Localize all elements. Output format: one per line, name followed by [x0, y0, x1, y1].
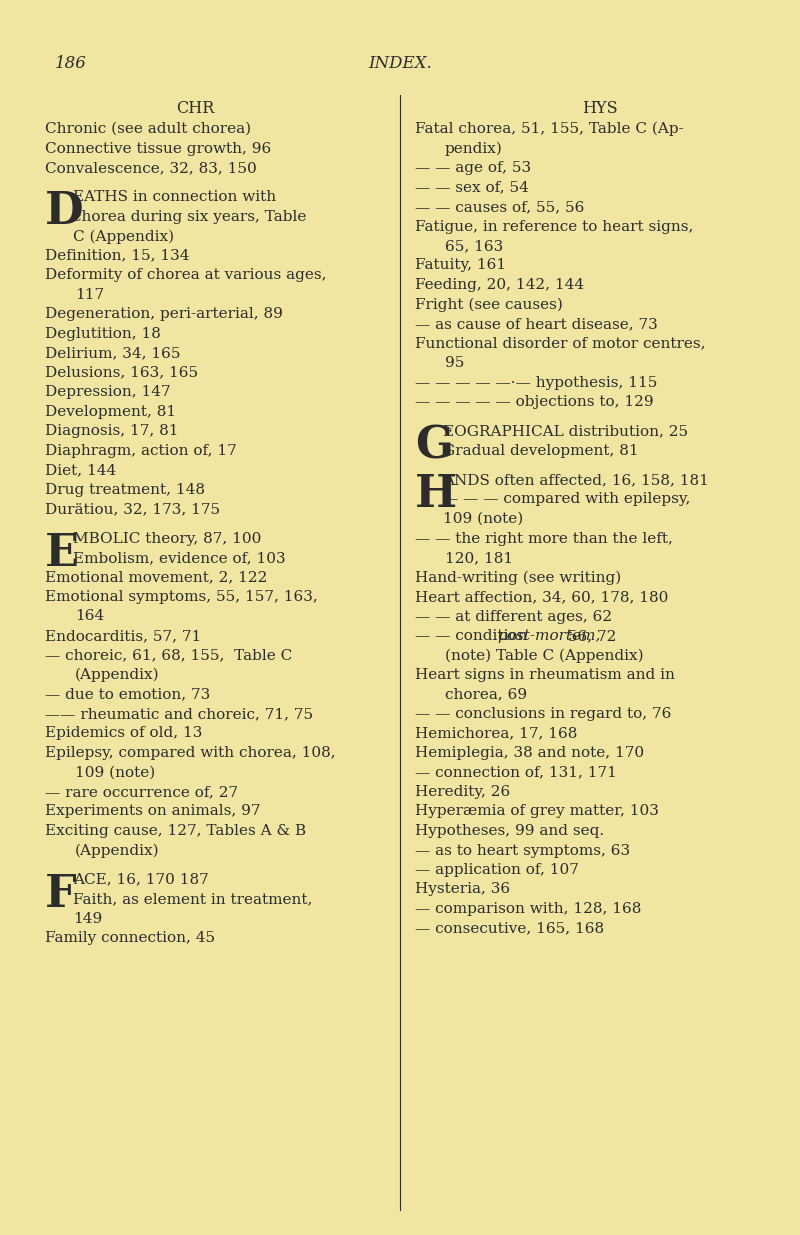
Text: —— rheumatic and choreic, 71, 75: —— rheumatic and choreic, 71, 75: [45, 706, 313, 721]
Text: MBOLIC theory, 87, 100: MBOLIC theory, 87, 100: [73, 531, 262, 546]
Text: — — the right more than the left,: — — the right more than the left,: [415, 531, 673, 546]
Text: — application of, 107: — application of, 107: [415, 863, 579, 877]
Text: Diet, 144: Diet, 144: [45, 463, 116, 477]
Text: Hemiplegia, 38 and note, 170: Hemiplegia, 38 and note, 170: [415, 746, 644, 760]
Text: (Appendix): (Appendix): [75, 844, 160, 858]
Text: Exciting cause, 127, Tables A & B: Exciting cause, 127, Tables A & B: [45, 824, 306, 839]
Text: H: H: [415, 473, 457, 516]
Text: Epidemics of old, 13: Epidemics of old, 13: [45, 726, 202, 741]
Text: Depression, 147: Depression, 147: [45, 385, 170, 399]
Text: ANDS often affected, 16, 158, 181: ANDS often affected, 16, 158, 181: [443, 473, 709, 487]
Text: ACE, 16, 170 187: ACE, 16, 170 187: [73, 873, 209, 887]
Text: Endocarditis, 57, 71: Endocarditis, 57, 71: [45, 629, 202, 643]
Text: Drug treatment, 148: Drug treatment, 148: [45, 483, 205, 496]
Text: — — condition: — — condition: [415, 629, 532, 643]
Text: Diagnosis, 17, 81: Diagnosis, 17, 81: [45, 425, 178, 438]
Text: 120, 181: 120, 181: [445, 551, 513, 564]
Text: — connection of, 131, 171: — connection of, 131, 171: [415, 766, 617, 779]
Text: Fatal chorea, 51, 155, Table C (Ap-: Fatal chorea, 51, 155, Table C (Ap-: [415, 122, 684, 136]
Text: Heart signs in rheumatism and in: Heart signs in rheumatism and in: [415, 668, 675, 682]
Text: Feeding, 20, 142, 144: Feeding, 20, 142, 144: [415, 278, 584, 291]
Text: Development, 81: Development, 81: [45, 405, 176, 419]
Text: 164: 164: [75, 610, 104, 624]
Text: Hyperæmia of grey matter, 103: Hyperæmia of grey matter, 103: [415, 804, 659, 819]
Text: EATHS in connection with: EATHS in connection with: [73, 190, 276, 204]
Text: — consecutive, 165, 168: — consecutive, 165, 168: [415, 921, 604, 935]
Text: (note) Table C (Appendix): (note) Table C (Appendix): [445, 648, 644, 663]
Text: chorea during six years, Table: chorea during six years, Table: [73, 210, 306, 224]
Text: D: D: [45, 190, 84, 233]
Text: 149: 149: [73, 911, 102, 926]
Text: Delusions, 163, 165: Delusions, 163, 165: [45, 366, 198, 379]
Text: Convalescence, 32, 83, 150: Convalescence, 32, 83, 150: [45, 161, 257, 175]
Text: — choreic, 61, 68, 155,  Table C: — choreic, 61, 68, 155, Table C: [45, 648, 292, 662]
Text: Emotional movement, 2, 122: Emotional movement, 2, 122: [45, 571, 267, 584]
Text: Epilepsy, compared with chorea, 108,: Epilepsy, compared with chorea, 108,: [45, 746, 336, 760]
Text: Fatigue, in reference to heart signs,: Fatigue, in reference to heart signs,: [415, 220, 694, 233]
Text: Connective tissue growth, 96: Connective tissue growth, 96: [45, 142, 271, 156]
Text: 65, 163: 65, 163: [445, 240, 503, 253]
Text: Definition, 15, 134: Definition, 15, 134: [45, 248, 190, 263]
Text: 95: 95: [445, 356, 464, 370]
Text: — — at different ages, 62: — — at different ages, 62: [415, 610, 612, 624]
Text: G: G: [415, 425, 453, 467]
Text: Hemichorea, 17, 168: Hemichorea, 17, 168: [415, 726, 578, 741]
Text: — rare occurrence of, 27: — rare occurrence of, 27: [45, 785, 238, 799]
Text: (Appendix): (Appendix): [75, 668, 160, 683]
Text: HYS: HYS: [582, 100, 618, 117]
Text: Gradual development, 81: Gradual development, 81: [443, 443, 638, 458]
Text: — — — — —·— hypothesis, 115: — — — — —·— hypothesis, 115: [415, 375, 658, 389]
Text: Faith, as element in treatment,: Faith, as element in treatment,: [73, 892, 312, 906]
Text: — as cause of heart disease, 73: — as cause of heart disease, 73: [415, 317, 658, 331]
Text: Heart affection, 34, 60, 178, 180: Heart affection, 34, 60, 178, 180: [415, 590, 668, 604]
Text: Degeneration, peri-arterial, 89: Degeneration, peri-arterial, 89: [45, 308, 283, 321]
Text: Fatuity, 161: Fatuity, 161: [415, 258, 506, 273]
Text: Hysteria, 36: Hysteria, 36: [415, 883, 510, 897]
Text: chorea, 69: chorea, 69: [445, 688, 527, 701]
Text: — as to heart symptoms, 63: — as to heart symptoms, 63: [415, 844, 630, 857]
Text: 109 (note): 109 (note): [75, 766, 155, 779]
Text: pendix): pendix): [445, 142, 503, 156]
Text: Heredity, 26: Heredity, 26: [415, 785, 510, 799]
Text: EOGRAPHICAL distribution, 25: EOGRAPHICAL distribution, 25: [443, 425, 688, 438]
Text: Functional disorder of motor centres,: Functional disorder of motor centres,: [415, 336, 706, 351]
Text: — — — — — objections to, 129: — — — — — objections to, 129: [415, 395, 654, 409]
Text: — comparison with, 128, 168: — comparison with, 128, 168: [415, 902, 642, 916]
Text: E: E: [45, 531, 79, 574]
Text: — — — compared with epilepsy,: — — — compared with epilepsy,: [443, 493, 690, 506]
Text: Hand-writing (see writing): Hand-writing (see writing): [415, 571, 622, 585]
Text: Hypotheses, 99 and seq.: Hypotheses, 99 and seq.: [415, 824, 604, 839]
Text: 109 (note): 109 (note): [443, 513, 523, 526]
Text: Deformity of chorea at various ages,: Deformity of chorea at various ages,: [45, 268, 326, 283]
Text: CHR: CHR: [176, 100, 214, 117]
Text: Durätiou, 32, 173, 175: Durätiou, 32, 173, 175: [45, 503, 220, 516]
Text: Experiments on animals, 97: Experiments on animals, 97: [45, 804, 261, 819]
Text: C (Appendix): C (Appendix): [73, 230, 174, 243]
Text: — — causes of, 55, 56: — — causes of, 55, 56: [415, 200, 584, 214]
Text: — — sex of, 54: — — sex of, 54: [415, 180, 529, 194]
Text: Emotional symptoms, 55, 157, 163,: Emotional symptoms, 55, 157, 163,: [45, 590, 318, 604]
Text: Delirium, 34, 165: Delirium, 34, 165: [45, 346, 181, 361]
Text: Chronic (see adult chorea): Chronic (see adult chorea): [45, 122, 251, 136]
Text: — due to emotion, 73: — due to emotion, 73: [45, 688, 210, 701]
Text: 186: 186: [55, 56, 87, 72]
Text: post-mortem,: post-mortem,: [497, 629, 600, 643]
Text: Deglutition, 18: Deglutition, 18: [45, 327, 161, 341]
Text: Embolism, evidence of, 103: Embolism, evidence of, 103: [73, 551, 286, 564]
Text: Fright (see causes): Fright (see causes): [415, 298, 563, 312]
Text: — — age of, 53: — — age of, 53: [415, 161, 531, 175]
Text: F: F: [45, 873, 77, 915]
Text: INDEX.: INDEX.: [368, 56, 432, 72]
Text: Family connection, 45: Family connection, 45: [45, 931, 215, 945]
Text: — — conclusions in regard to, 76: — — conclusions in regard to, 76: [415, 706, 671, 721]
Text: 56, 72: 56, 72: [563, 629, 616, 643]
Text: Diaphragm, action of, 17: Diaphragm, action of, 17: [45, 443, 237, 458]
Text: 117: 117: [75, 288, 104, 301]
